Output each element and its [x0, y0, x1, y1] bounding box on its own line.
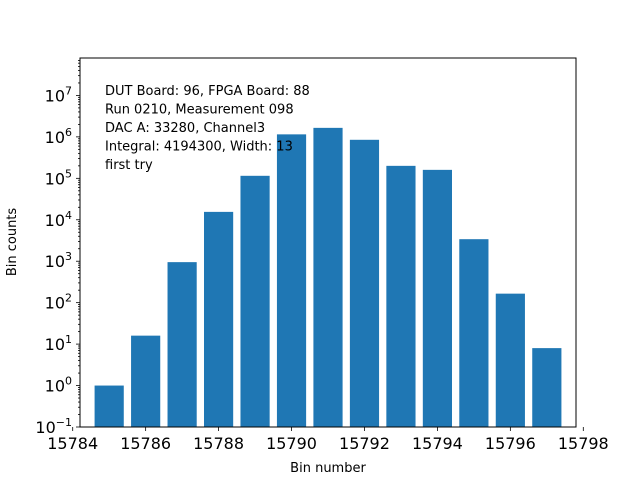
x-tick-label-15786: 15786 — [120, 434, 171, 453]
y-tick-label-1e5: 105 — [45, 167, 72, 188]
bar-15788 — [204, 211, 234, 427]
y-tick-label-1e-1: 10−1 — [35, 416, 72, 437]
bar-15791 — [313, 127, 343, 428]
y-tick-label-1e1: 101 — [45, 333, 72, 354]
x-tick-label-15794: 15794 — [412, 434, 463, 453]
annotation-line-2: Run 0210, Measurement 098 — [105, 103, 294, 118]
annotation-line-1: DUT Board: 96, FPGA Board: 88 — [105, 84, 310, 99]
bar-15789 — [240, 175, 270, 427]
x-tick-label-15798: 15798 — [558, 434, 609, 453]
bar-15786 — [131, 335, 161, 427]
x-axis-label: Bin number — [290, 461, 366, 476]
bar-15790 — [276, 134, 307, 428]
y-tick-label-1e0: 100 — [45, 375, 72, 396]
x-tick-label-15790: 15790 — [266, 434, 317, 453]
bar-15785 — [94, 385, 124, 427]
annotation-line-5: first try — [105, 158, 153, 173]
x-tick-label-15788: 15788 — [193, 434, 244, 453]
y-tick-label-1e6: 106 — [45, 126, 72, 147]
bar-15794 — [422, 169, 452, 428]
x-tick-label-15792: 15792 — [339, 434, 390, 453]
y-axis-label: Bin counts — [5, 208, 20, 277]
x-tick-label-15796: 15796 — [485, 434, 536, 453]
bar-15787 — [167, 262, 197, 427]
plot-frame — [79, 57, 577, 428]
bar-15792 — [349, 139, 380, 428]
bar-15797 — [532, 348, 562, 427]
annotation-line-3: DAC A: 33280, Channel3 — [105, 121, 265, 136]
bar-15796 — [495, 293, 525, 427]
y-tick-label-1e2: 102 — [45, 292, 72, 313]
annotation-line-4: Integral: 4194300, Width: 13 — [105, 140, 293, 155]
bar-15795 — [459, 239, 489, 427]
bar-15793 — [386, 165, 416, 427]
run-info-annotation: DUT Board: 96, FPGA Board: 88 Run 0210, M… — [105, 84, 310, 173]
x-tick-labels: 15784 15786 15788 15790 15792 15794 15796 15798 — [47, 434, 608, 453]
y-tick-label-1e4: 104 — [45, 209, 72, 230]
y-tick-labels: 10−1 100 101 102 103 104 105 106 107 — [35, 84, 72, 437]
y-tick-label-1e3: 103 — [45, 250, 72, 271]
x-tick-label-15784: 15784 — [47, 434, 98, 453]
y-tick-label-1e7: 107 — [45, 84, 72, 105]
bars-group — [94, 127, 562, 428]
